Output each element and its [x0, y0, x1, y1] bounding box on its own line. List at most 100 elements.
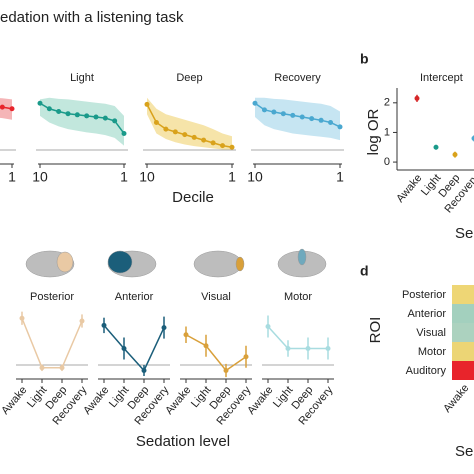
panel-label: d	[360, 263, 369, 279]
point	[56, 109, 62, 114]
point	[19, 315, 25, 321]
point	[65, 111, 71, 117]
point	[74, 112, 80, 118]
y-tick-label: 1	[384, 126, 390, 138]
point	[265, 324, 271, 329]
heat-cell	[452, 285, 474, 304]
line	[185, 334, 247, 372]
point	[210, 140, 216, 146]
point	[290, 112, 296, 118]
point	[101, 322, 107, 328]
heat-cell	[452, 342, 474, 361]
figure-title: edation with a listening task	[0, 9, 184, 26]
point	[203, 343, 209, 349]
point	[84, 113, 90, 119]
point	[280, 111, 286, 117]
point	[121, 346, 127, 351]
band	[0, 98, 12, 120]
band	[40, 97, 124, 146]
point	[252, 100, 258, 106]
point	[161, 325, 167, 331]
line	[103, 324, 165, 372]
band	[255, 97, 340, 141]
y-axis-label: log OR	[365, 108, 382, 155]
point	[183, 332, 189, 338]
point	[59, 365, 65, 371]
point	[414, 95, 420, 101]
panel-title: Light	[70, 72, 94, 84]
heat-cell	[452, 304, 474, 323]
point	[9, 106, 15, 112]
brains	[25, 248, 327, 278]
x-tick-label: 1	[8, 169, 16, 185]
point	[191, 134, 197, 140]
point	[172, 129, 178, 135]
x-tick-label: 1	[228, 169, 236, 185]
point	[0, 104, 5, 110]
point	[220, 143, 226, 149]
point	[223, 368, 229, 373]
point	[37, 100, 43, 106]
panel-title: Visual	[201, 291, 231, 303]
point	[243, 354, 249, 360]
y-tick-label: 2	[384, 97, 390, 109]
panel-title: Motor	[284, 291, 312, 303]
x-tick-label: Awake	[0, 384, 30, 417]
point	[261, 107, 267, 113]
point	[182, 132, 188, 138]
point	[39, 365, 45, 371]
point	[144, 101, 150, 107]
x-axis-label: Decile	[172, 189, 214, 206]
panel-title: Anterior	[115, 291, 154, 303]
x-tick-label: 10	[32, 169, 48, 185]
y-tick-label: 0	[384, 156, 390, 168]
point	[153, 120, 159, 125]
y-tick-label: Motor	[418, 346, 446, 358]
y-tick-label: Posterior	[402, 289, 446, 301]
heat-cell	[452, 323, 474, 342]
point	[337, 124, 343, 130]
point	[318, 117, 324, 123]
x-tick-label: 1	[120, 169, 128, 185]
line	[21, 317, 83, 369]
point	[46, 106, 52, 112]
panel-title: Posterior	[30, 291, 74, 303]
y-tick-label: Auditory	[406, 365, 447, 377]
point	[328, 120, 334, 125]
x-axis-label: Se	[455, 443, 473, 460]
y-axis-label: ROI	[367, 317, 384, 344]
line	[254, 102, 341, 128]
panel-title: Recovery	[274, 72, 321, 84]
point	[299, 114, 305, 120]
point	[141, 368, 147, 373]
panel-title: Intercept	[420, 72, 463, 84]
point	[305, 346, 311, 351]
x-axis-label: Sedation level	[136, 433, 230, 450]
band	[147, 97, 232, 150]
x-tick-label: 10	[139, 169, 155, 185]
panel-label: b	[360, 51, 369, 67]
line	[146, 104, 233, 148]
line	[39, 102, 125, 134]
point	[271, 109, 277, 115]
point	[285, 346, 291, 351]
panel-title: Deep	[176, 72, 202, 84]
point	[93, 114, 99, 120]
line	[267, 325, 328, 350]
point	[309, 116, 315, 122]
y-tick-label: Visual	[416, 327, 446, 339]
x-tick-label: Awake	[441, 382, 471, 415]
point	[452, 152, 458, 158]
point	[433, 144, 439, 150]
point	[471, 135, 474, 141]
point	[229, 144, 235, 150]
point	[163, 126, 169, 132]
point	[121, 131, 127, 136]
point	[201, 137, 207, 143]
heat-cell	[452, 361, 474, 380]
x-axis-label: Se	[455, 225, 473, 242]
y-tick-label: Anterior	[407, 308, 446, 320]
point	[102, 115, 108, 121]
point	[325, 346, 331, 351]
